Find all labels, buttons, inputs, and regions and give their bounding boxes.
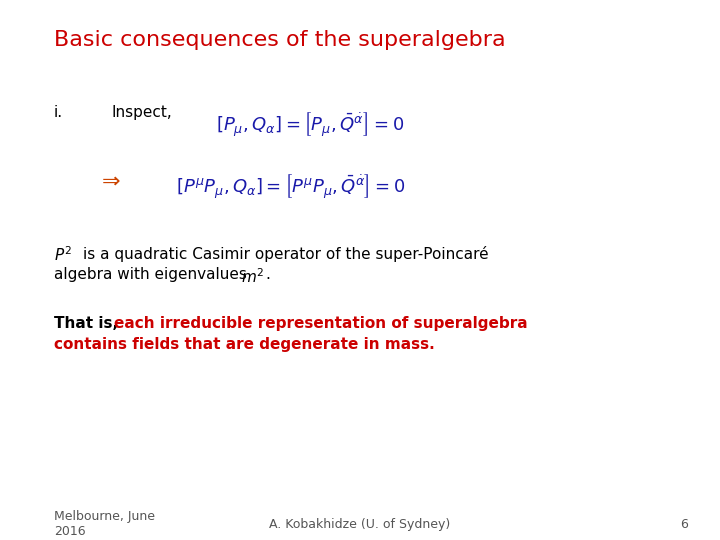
Text: $m^2$: $m^2$ <box>241 267 264 286</box>
Text: contains fields that are degenerate in mass.: contains fields that are degenerate in m… <box>54 338 435 353</box>
Text: $P^2$: $P^2$ <box>54 246 72 265</box>
Text: each irreducible representation of superalgebra: each irreducible representation of super… <box>114 316 527 331</box>
Text: i.: i. <box>54 105 63 120</box>
Text: .: . <box>265 267 270 282</box>
Text: That is,: That is, <box>54 316 118 331</box>
Text: $\Rightarrow$: $\Rightarrow$ <box>97 170 121 190</box>
Text: Basic consequences of the superalgebra: Basic consequences of the superalgebra <box>54 30 505 50</box>
Text: A. Kobakhidze (U. of Sydney): A. Kobakhidze (U. of Sydney) <box>269 518 451 531</box>
Text: Melbourne, June
2016: Melbourne, June 2016 <box>54 510 155 538</box>
Text: algebra with eigenvalues: algebra with eigenvalues <box>54 267 252 282</box>
Text: $[P^{\mu}P_{\mu}, Q_{\alpha}] = \left[P^{\mu}P_{\mu}, \bar{Q}^{\dot{\alpha}}\rig: $[P^{\mu}P_{\mu}, Q_{\alpha}] = \left[P^… <box>176 173 406 201</box>
Text: Inspect,: Inspect, <box>112 105 172 120</box>
Text: 6: 6 <box>680 518 688 531</box>
Text: is a quadratic Casimir operator of the super-Poincaré: is a quadratic Casimir operator of the s… <box>83 246 488 262</box>
Text: $[P_{\mu}, Q_{\alpha}] = \left[P_{\mu}, \bar{Q}^{\dot{\alpha}}\right] = 0$: $[P_{\mu}, Q_{\alpha}] = \left[P_{\mu}, … <box>216 111 404 139</box>
